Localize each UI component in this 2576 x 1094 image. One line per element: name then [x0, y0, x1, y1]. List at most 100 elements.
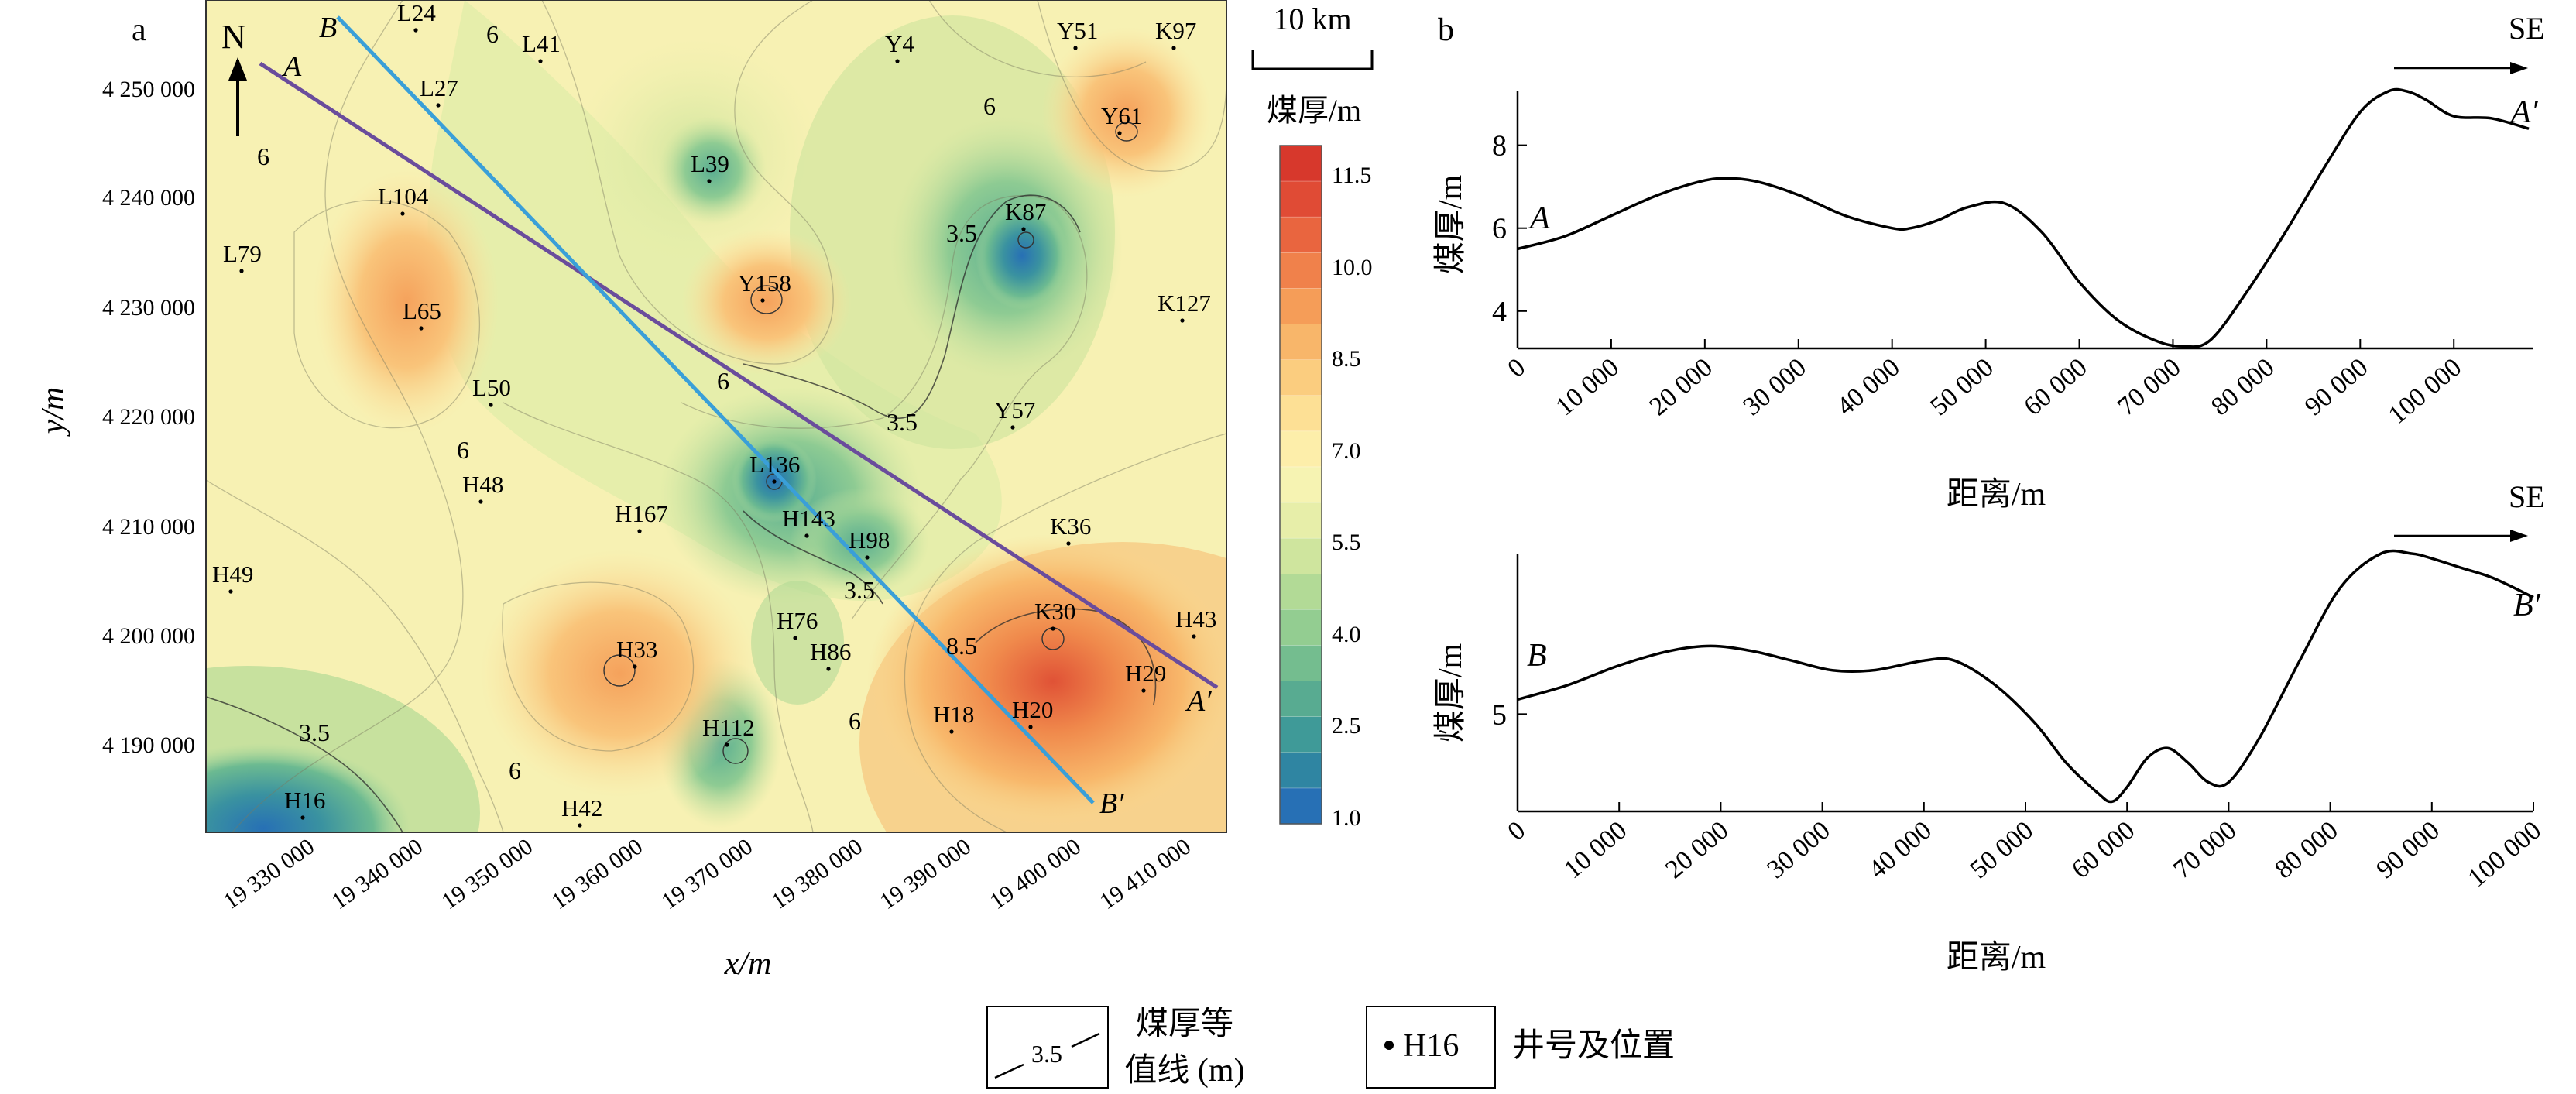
- map-y-tick: 4 220 000: [102, 404, 195, 430]
- well-label: H86: [810, 638, 851, 665]
- well-label: H48: [462, 471, 503, 498]
- well-label: L79: [223, 240, 262, 267]
- contour-label: 8.5: [946, 632, 977, 660]
- colorbar-cell: [1280, 538, 1322, 574]
- map-x-tick: 19 350 000: [437, 834, 538, 914]
- well-label: H29: [1125, 660, 1166, 687]
- well-dot: [436, 103, 441, 108]
- profile-a-end: A′: [2509, 94, 2539, 130]
- colorbar-cells: [1280, 146, 1322, 825]
- well-dot: [725, 742, 729, 747]
- well-label: L41: [522, 30, 561, 57]
- colorbar-tick: 10.0: [1332, 255, 1373, 280]
- x-tick-label: 90 000: [2372, 816, 2445, 884]
- x-tick-label: 50 000: [1925, 353, 1998, 421]
- legend-contour-sample-line: [994, 1032, 1100, 1079]
- legend-contour-text-1: 煤厚等: [1136, 1007, 1233, 1042]
- contour-labels: 6 6 6 6 6 6 6 3.5 3.5 3.5 3.5 8.5: [257, 20, 996, 784]
- bottom-legend: 3.5 煤厚等 值线 (m) H16 井号及位置: [986, 1006, 1675, 1089]
- h33-high-zone: [480, 550, 759, 797]
- x-tick-label: 80 000: [2206, 353, 2279, 421]
- profile-b-line: [1517, 549, 2534, 804]
- x-tick-label: 10 000: [1559, 816, 1632, 884]
- well-dot: [400, 211, 405, 216]
- colorbar-cell: [1280, 288, 1322, 325]
- colorbar-cell: [1280, 430, 1322, 468]
- well-labels: L24 L41 Y4 Y51 K97 L27 Y61 L39 L104 K87 …: [212, 0, 1216, 828]
- well-dot: [489, 403, 493, 407]
- map-y-tick: 4 230 000: [102, 295, 195, 321]
- map-x-tick: 19 360 000: [547, 834, 648, 914]
- map-y-tick: 4 210 000: [102, 514, 195, 540]
- profile-a-start: A: [1528, 201, 1550, 236]
- well-dot: [1141, 688, 1146, 693]
- y-tick-label: 8: [1492, 130, 1507, 163]
- x-tick-label: 30 000: [1761, 816, 1835, 884]
- x-tick-label: 100 000: [2383, 353, 2467, 430]
- well-label: H43: [1175, 605, 1216, 633]
- legend-well-sample: H16: [1403, 1028, 1459, 1064]
- well-label: L50: [472, 374, 511, 401]
- y-tick-label: 5: [1492, 698, 1507, 731]
- well-label: L24: [397, 0, 436, 26]
- well-dot: [1073, 46, 1078, 50]
- well-dot: [1180, 318, 1185, 323]
- legend-well-dot: [1384, 1041, 1394, 1050]
- x-tick-label: 30 000: [1738, 353, 1812, 421]
- contour-label: 6: [486, 20, 499, 48]
- well-label: Y61: [1101, 102, 1142, 129]
- k87-blue-zone: [976, 201, 1068, 310]
- closed-contours: [603, 122, 1138, 764]
- legend-well-text: 井号及位置: [1512, 1027, 1675, 1064]
- well-dot: [413, 28, 418, 33]
- well-dot: [1051, 626, 1055, 631]
- well-label: H143: [782, 505, 835, 532]
- colorbar-tick: 7.0: [1332, 438, 1361, 464]
- profile-panel: b SE 0 10 000 20 000 30 000 40 000 50 000 60 0…: [1433, 11, 2547, 976]
- l65-high-zone: [314, 170, 499, 434]
- l39-green-zone: [658, 116, 767, 225]
- colorbar-cell: [1280, 681, 1322, 718]
- legend-contour-text-2: 值线 (m): [1124, 1053, 1244, 1089]
- profile-b-ylabel: 煤厚/m: [1433, 643, 1469, 743]
- k30-high-zone: [867, 534, 1226, 828]
- colorbar-tick: 11.5: [1332, 163, 1371, 188]
- colorbar-cell: [1280, 574, 1322, 610]
- map-x-tick: 19 400 000: [986, 834, 1086, 914]
- profile-b-xlabel: 距离/m: [1947, 939, 2046, 976]
- profile-b-end: B′: [2513, 588, 2541, 623]
- well-dot: [793, 636, 797, 640]
- x-tick-label: 20 000: [1645, 353, 1718, 421]
- well-label: K97: [1155, 17, 1196, 44]
- x-tick-label: 100 000: [2463, 816, 2547, 893]
- y-tick-label: 4: [1492, 296, 1507, 328]
- contour-label: 3.5: [299, 718, 330, 746]
- x-tick-label: 70 000: [2112, 353, 2186, 421]
- well-label: H49: [212, 561, 253, 588]
- well-dot: [707, 179, 712, 183]
- well-label: K36: [1050, 513, 1091, 540]
- profile-a-line: [1517, 87, 2530, 348]
- panel-a-letter: a: [132, 12, 146, 48]
- section-label-b: B: [319, 12, 337, 44]
- legend-contour-box: [986, 1006, 1109, 1089]
- well-dot: [1192, 634, 1196, 639]
- well-label: L39: [691, 150, 729, 177]
- well-dot: [228, 589, 233, 594]
- direction-arrow-head-bottom: [2510, 530, 2528, 542]
- contour-label: 6: [717, 367, 729, 395]
- map-x-ticks: 19 330 000 19 340 000 19 350 000 19 360 …: [219, 834, 1196, 914]
- x-tick-label: 0: [1502, 816, 1531, 846]
- well-dot: [865, 555, 870, 560]
- contour-label: 3.5: [844, 576, 875, 604]
- well-label: H42: [561, 794, 602, 821]
- map-y-tick: 4 250 000: [102, 77, 195, 102]
- well-dot: [760, 298, 765, 303]
- well-dot: [637, 529, 642, 533]
- colorbar-tick: 5.5: [1332, 530, 1361, 555]
- section-line-a: [259, 61, 1219, 690]
- scale-bar: 10 km: [1251, 2, 1374, 70]
- map-frame: [205, 0, 1227, 833]
- colorbar-cell: [1280, 395, 1322, 432]
- contour-lines: [206, 0, 1226, 832]
